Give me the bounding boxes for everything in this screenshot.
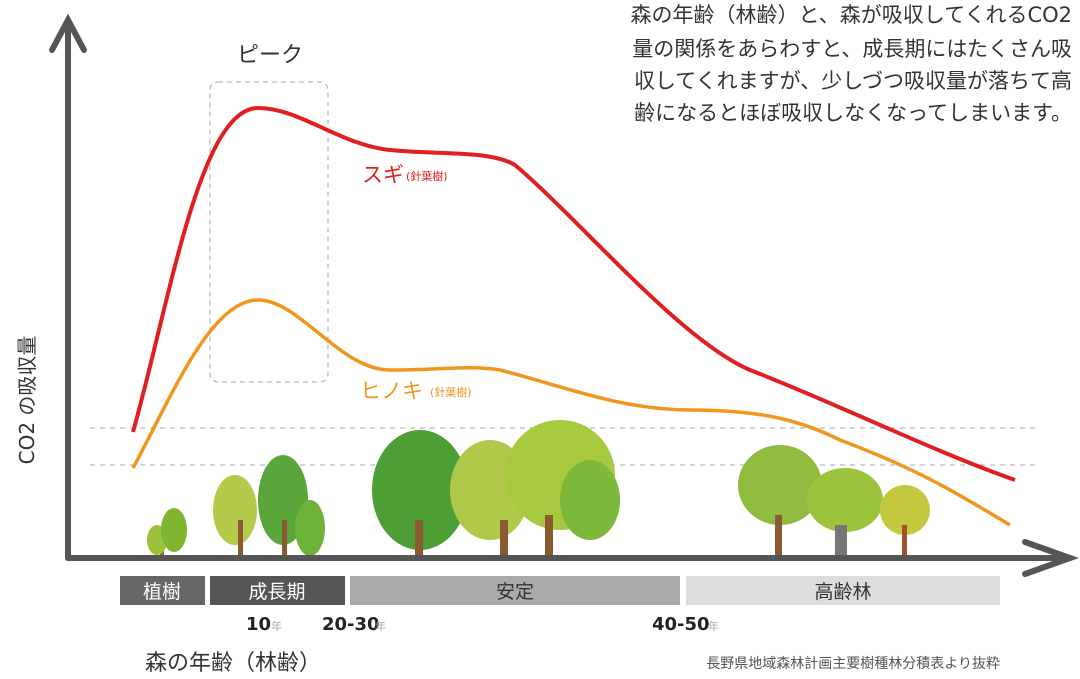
stage-label: 成長期: [248, 581, 305, 603]
curve-name: スギ: [362, 163, 404, 187]
y-axis-label: CO2 の吸収量: [15, 336, 39, 465]
age-unit: 年: [271, 619, 282, 633]
curve-note: (針葉樹): [430, 385, 472, 399]
ages: 10 年 20-30 年 40-50 年: [246, 614, 719, 635]
description: 森の年齢（林齢）と、森が吸収してくれるCO2 量の関係をあらわすと、成長期にはた…: [631, 3, 1072, 125]
description-line: 収してくれますが、少しづつ吸収量が落ちて高: [634, 69, 1072, 93]
stage-label: 高齢林: [814, 581, 871, 603]
age-number: 40-50: [652, 614, 710, 635]
curve-note: (針葉樹): [406, 169, 448, 183]
sugi-curve: [131, 105, 1016, 482]
age-unit: 年: [708, 619, 719, 633]
hinoki-curve: [131, 298, 1011, 527]
stages: 植樹 成長期 安定 高齢林: [120, 576, 1000, 605]
age-number: 20-30: [322, 614, 380, 635]
source: 長野県地域森林計画主要樹種林分積表より抜粋: [706, 656, 1000, 672]
description-line: 量の関係をあらわすと、成長期にはたくさん吸: [632, 37, 1072, 61]
x-axis-label: 森の年齢（林齢）: [145, 651, 321, 675]
peak-box: [209, 81, 329, 383]
description-line: 齢になるとほぼ吸収しなくなってしまいます。: [634, 101, 1072, 125]
age-number: 10: [246, 614, 271, 635]
peak-label: ピーク: [237, 43, 303, 68]
axes: [49, 13, 1079, 577]
stage-label: 安定: [496, 581, 534, 603]
stage-label: 植樹: [143, 581, 181, 603]
curve-name: ヒノキ: [360, 379, 423, 403]
age-unit: 年: [375, 619, 386, 633]
description-line: 森の年齢（林齢）と、森が吸収してくれるCO2: [631, 3, 1072, 27]
trees: [147, 420, 930, 558]
